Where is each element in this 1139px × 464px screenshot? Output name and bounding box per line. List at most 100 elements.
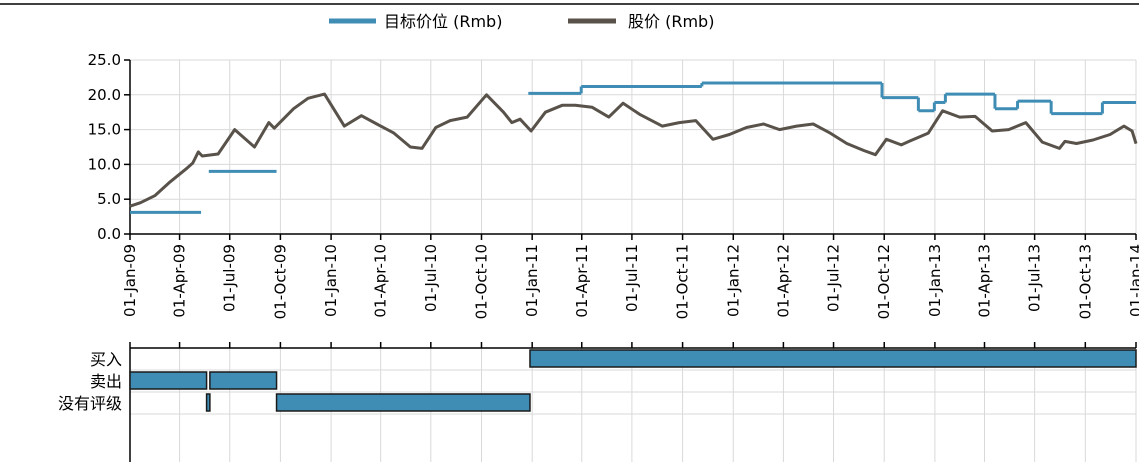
legend-target-label: 目标价位 (Rmb) xyxy=(384,12,502,31)
y-tick-label: 5.0 xyxy=(97,190,121,208)
stock-price-point xyxy=(959,116,961,118)
x-tick-label: 01-Jul-13 xyxy=(1026,244,1044,312)
stock-price-point xyxy=(661,125,663,127)
stock-price-point xyxy=(544,111,546,113)
rating-period-bar xyxy=(529,349,1137,368)
x-tick-label: 01-Jan-09 xyxy=(121,244,139,317)
stock-price-point xyxy=(376,123,378,125)
x-tick-label: 01-Apr-10 xyxy=(372,244,390,318)
x-tick-label: 01-Apr-11 xyxy=(573,244,591,318)
stock-price-point xyxy=(678,122,680,124)
rating-row-label: 没有评级 xyxy=(58,394,122,413)
legend-price-label: 股价 (Rmb) xyxy=(628,12,714,31)
x-tick-label: 01-Apr-09 xyxy=(171,244,189,318)
stock-price-point xyxy=(591,106,593,108)
stock-price-point xyxy=(561,104,563,106)
rating-period-bar xyxy=(209,371,278,390)
x-tick-label: 01-Oct-09 xyxy=(271,244,289,319)
stock-price-point xyxy=(728,133,730,135)
stock-price-point xyxy=(695,120,697,122)
stock-price-point xyxy=(1064,140,1066,142)
x-tick-label: 01-Jan-10 xyxy=(322,244,340,317)
stock-price-point xyxy=(343,125,345,127)
stock-price-point xyxy=(254,146,256,148)
y-tick-label: 15.0 xyxy=(88,121,121,139)
stock-price-point xyxy=(927,132,929,134)
stock-price-point xyxy=(942,110,944,112)
stock-price-point xyxy=(466,116,468,118)
stock-price-point xyxy=(1109,133,1111,135)
stock-price-point xyxy=(293,108,295,110)
y-tick-label: 25.0 xyxy=(88,51,121,69)
stock-price-point xyxy=(139,202,141,204)
stock-price-point xyxy=(574,104,576,106)
x-tick-label: 01-Oct-12 xyxy=(875,244,893,319)
stock-price-point xyxy=(763,123,765,125)
stock-price-point xyxy=(421,147,423,149)
y-tick-label: 20.0 xyxy=(88,86,121,104)
stock-price-point xyxy=(511,122,513,124)
rating-row-label: 买入 xyxy=(90,350,122,369)
x-tick-label: 01-Jul-12 xyxy=(825,244,843,312)
stock-price-point xyxy=(435,127,437,129)
stock-price-point xyxy=(1025,122,1027,124)
stock-price-point xyxy=(745,127,747,129)
stock-price-point xyxy=(829,132,831,134)
stock-price-point xyxy=(622,102,624,104)
stock-price-point xyxy=(485,94,487,96)
stock-price-point xyxy=(273,127,275,129)
x-tick-label: 01-Apr-12 xyxy=(774,244,792,318)
stock-price-point xyxy=(1135,143,1137,145)
stock-price-point xyxy=(900,144,902,146)
stock-price-point xyxy=(639,113,641,115)
stock-price-point xyxy=(530,130,532,132)
stock-price-point xyxy=(974,115,976,117)
stock-price-point xyxy=(1123,125,1125,127)
x-tick-label: 01-Oct-10 xyxy=(472,244,490,319)
stock-price-point xyxy=(519,118,521,120)
stock-price-point xyxy=(796,125,798,127)
stock-price-point xyxy=(846,143,848,145)
y-tick-label: 0.0 xyxy=(97,225,121,243)
stock-price-point xyxy=(234,129,236,131)
x-tick-label: 01-Oct-13 xyxy=(1076,244,1094,319)
stock-price-point xyxy=(874,154,876,156)
rating-period-bar xyxy=(205,393,211,412)
stock-price-point xyxy=(712,138,714,140)
stock-price-point xyxy=(307,97,309,99)
x-tick-label: 01-Apr-13 xyxy=(975,244,993,318)
stock-price-point xyxy=(268,122,270,124)
x-tick-label: 01-Jan-13 xyxy=(926,244,944,317)
stock-price-point xyxy=(885,138,887,140)
stock-price-point xyxy=(1131,130,1133,132)
legend: 目标价位 (Rmb) 股价 (Rmb) xyxy=(329,12,714,31)
stock-price-point xyxy=(360,115,362,117)
grid-lines xyxy=(129,59,1137,462)
x-tick-label: 01-Jul-09 xyxy=(221,244,239,312)
stock-price-point xyxy=(154,195,156,197)
y-tick-label: 10.0 xyxy=(88,155,121,173)
stock-price-point xyxy=(197,151,199,153)
stock-price-point xyxy=(449,120,451,122)
stock-price-point xyxy=(323,93,325,95)
stock-price-point xyxy=(393,132,395,134)
stock-price-point xyxy=(217,153,219,155)
rating-row-label: 卖出 xyxy=(90,372,122,391)
stock-price-point xyxy=(863,149,865,151)
stock-price-point xyxy=(1075,143,1077,145)
stock-price-point xyxy=(608,116,610,118)
stock-price-point xyxy=(812,123,814,125)
stock-price-point xyxy=(201,155,203,157)
stock-price-point xyxy=(779,129,781,131)
stock-price-point xyxy=(503,111,505,113)
stock-price-point xyxy=(169,181,171,183)
stock-price-point xyxy=(908,140,910,142)
axes: 0.0 5.0 10.0 15.0 20.0 25.0 01-Jan-09 01-Apr-09… xyxy=(88,51,1139,462)
stock-price-point xyxy=(192,162,194,164)
stock-price-point xyxy=(186,167,188,169)
stock-price-point xyxy=(991,130,993,132)
stock-price-point xyxy=(409,146,411,148)
